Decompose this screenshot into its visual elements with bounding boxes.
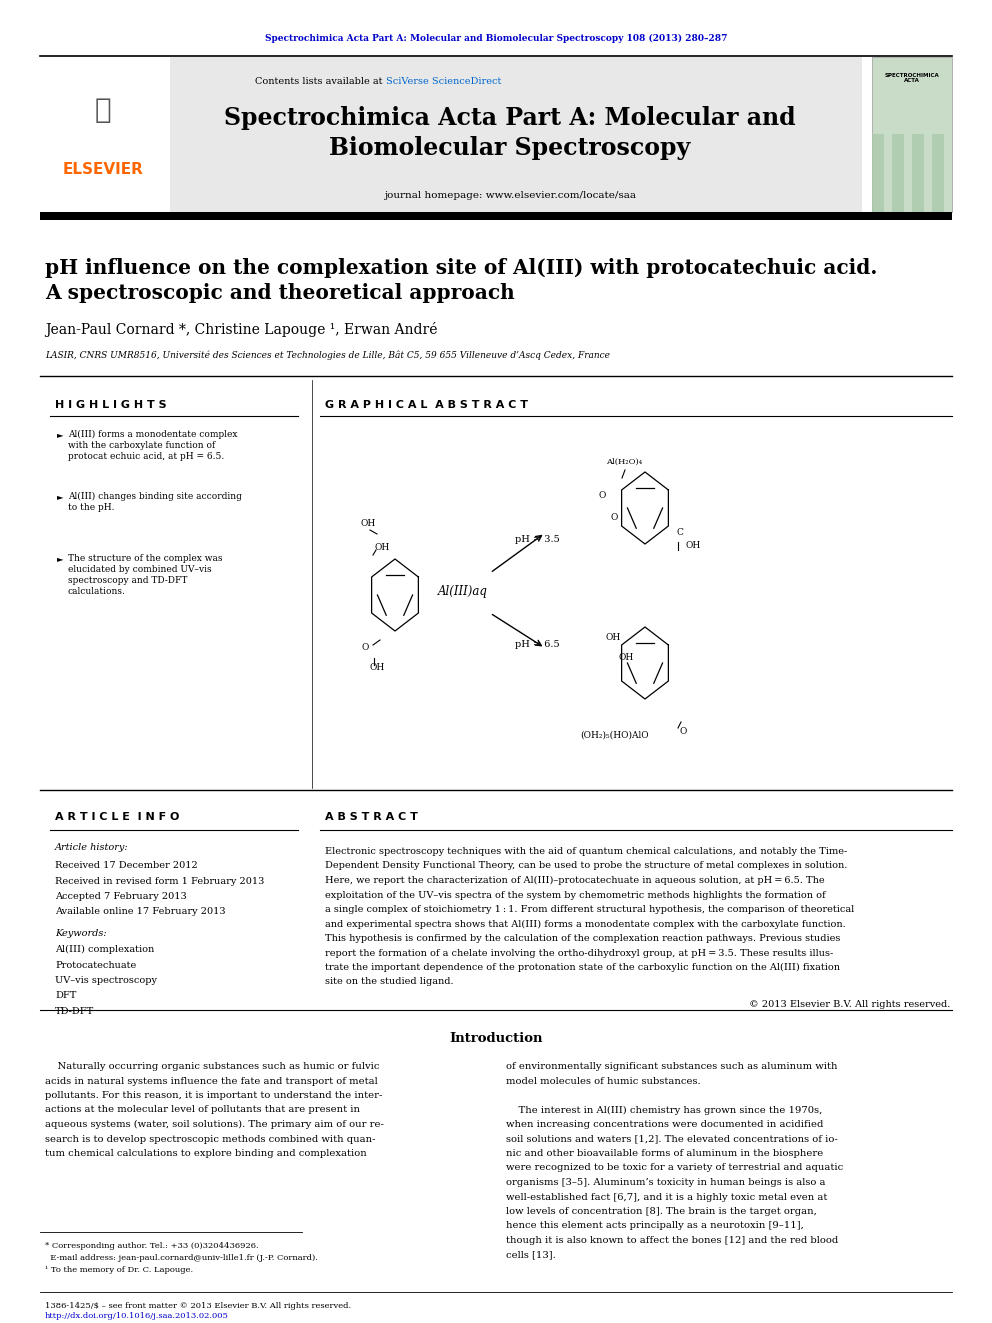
Text: cells [13].: cells [13]. [506,1250,556,1259]
Text: SPECTROCHIMICA
ACTA: SPECTROCHIMICA ACTA [885,73,939,83]
Text: pH = 6.5: pH = 6.5 [515,640,559,650]
Text: Dependent Density Functional Theory, can be used to probe the structure of metal: Dependent Density Functional Theory, can… [325,861,847,871]
Text: DFT: DFT [55,991,76,1000]
Text: pH = 3.5: pH = 3.5 [515,536,559,545]
Text: OH: OH [369,664,385,672]
Text: Al(H₂O)₄: Al(H₂O)₄ [606,458,642,466]
Text: ¹ To the memory of Dr. C. Lapouge.: ¹ To the memory of Dr. C. Lapouge. [45,1266,193,1274]
Text: Protocatechuate: Protocatechuate [55,960,136,970]
Text: ►: ► [57,554,63,564]
Text: O: O [361,643,369,652]
Text: O: O [610,513,618,523]
Text: O: O [680,728,686,737]
Text: were recognized to be toxic for a variety of terrestrial and aquatic: were recognized to be toxic for a variet… [506,1163,843,1172]
Text: organisms [3–5]. Aluminum’s toxicity in human beings is also a: organisms [3–5]. Aluminum’s toxicity in … [506,1177,825,1187]
Text: 1386-1425/$ – see front matter © 2013 Elsevier B.V. All rights reserved.: 1386-1425/$ – see front matter © 2013 El… [45,1302,351,1310]
Text: This hypothesis is confirmed by the calculation of the complexation reaction pat: This hypothesis is confirmed by the calc… [325,934,840,943]
Text: © 2013 Elsevier B.V. All rights reserved.: © 2013 Elsevier B.V. All rights reserved… [749,1000,950,1009]
Text: SciVerse ScienceDirect: SciVerse ScienceDirect [386,78,501,86]
Text: site on the studied ligand.: site on the studied ligand. [325,978,453,987]
Text: actions at the molecular level of pollutants that are present in: actions at the molecular level of pollut… [45,1106,360,1114]
Text: Introduction: Introduction [449,1032,543,1045]
Text: soil solutions and waters [1,2]. The elevated concentrations of io-: soil solutions and waters [1,2]. The ele… [506,1135,838,1143]
Text: Received 17 December 2012: Received 17 December 2012 [55,861,197,871]
Text: (OH₂)₅(HO)AlO: (OH₂)₅(HO)AlO [580,730,650,740]
Text: UV–vis spectroscopy: UV–vis spectroscopy [55,976,157,986]
Bar [40,57,170,212]
Text: Here, we report the characterization of Al(III)–protocatechuate in aqueous solut: Here, we report the characterization of … [325,876,824,885]
Bar [872,135,884,212]
Text: OH: OH [374,544,390,553]
Text: 🌲: 🌲 [94,97,111,124]
Text: OH: OH [360,519,376,528]
Text: report the formation of a chelate involving the ortho-dihydroxyl group, at pH = : report the formation of a chelate involv… [325,949,833,958]
Text: well-established fact [6,7], and it is a highly toxic metal even at: well-established fact [6,7], and it is a… [506,1192,827,1201]
Text: Received in revised form 1 February 2013: Received in revised form 1 February 2013 [55,877,265,885]
Text: H I G H L I G H T S: H I G H L I G H T S [55,400,167,410]
Text: a single complex of stoichiometry 1 : 1. From different structural hypothesis, t: a single complex of stoichiometry 1 : 1.… [325,905,854,914]
Text: pH influence on the complexation site of Al(III) with protocatechuic acid.
A spe: pH influence on the complexation site of… [45,258,877,303]
Text: Keywords:: Keywords: [55,929,106,938]
Bar [892,135,904,212]
Text: aqueous systems (water, soil solutions). The primary aim of our re-: aqueous systems (water, soil solutions).… [45,1121,384,1129]
Text: Contents lists available at: Contents lists available at [255,78,386,86]
Text: Spectrochimica Acta Part A: Molecular and
Biomolecular Spectroscopy: Spectrochimica Acta Part A: Molecular an… [224,106,796,160]
Text: The structure of the complex was
elucidated by combined UV–vis
spectroscopy and : The structure of the complex was elucida… [68,554,222,597]
Text: search is to develop spectroscopic methods combined with quan-: search is to develop spectroscopic metho… [45,1135,376,1143]
Text: Al(III) complexation: Al(III) complexation [55,945,154,954]
Text: Jean-Paul Cornard *, Christine Lapouge ¹, Erwan André: Jean-Paul Cornard *, Christine Lapouge ¹… [45,321,437,337]
Text: Al(III) changes binding site according
to the pH.: Al(III) changes binding site according t… [68,492,242,512]
Text: when increasing concentrations were documented in acidified: when increasing concentrations were docu… [506,1121,823,1129]
Text: pollutants. For this reason, it is important to understand the inter-: pollutants. For this reason, it is impor… [45,1091,382,1099]
Text: hence this element acts principally as a neurotoxin [9–11],: hence this element acts principally as a… [506,1221,804,1230]
Text: model molecules of humic substances.: model molecules of humic substances. [506,1077,700,1085]
Text: tum chemical calculations to explore binding and complexation: tum chemical calculations to explore bin… [45,1148,367,1158]
Text: of environmentally significant substances such as aluminum with: of environmentally significant substance… [506,1062,837,1072]
Text: The interest in Al(III) chemistry has grown since the 1970s,: The interest in Al(III) chemistry has gr… [506,1106,822,1114]
Text: E-mail address: jean-paul.cornard@univ-lille1.fr (J.-P. Cornard).: E-mail address: jean-paul.cornard@univ-l… [45,1254,317,1262]
Text: Electronic spectroscopy techniques with the aid of quantum chemical calculations: Electronic spectroscopy techniques with … [325,847,847,856]
Text: A B S T R A C T: A B S T R A C T [325,812,418,822]
Bar [40,212,952,220]
Bar [912,135,924,212]
Text: OH: OH [685,541,700,549]
Text: A R T I C L E  I N F O: A R T I C L E I N F O [55,812,180,822]
Text: * Corresponding author. Tel.: +33 (0)3204436926.: * Corresponding author. Tel.: +33 (0)320… [45,1242,259,1250]
Text: Accepted 7 February 2013: Accepted 7 February 2013 [55,892,186,901]
Text: O: O [598,491,606,500]
Text: trate the important dependence of the protonation state of the carboxylic functi: trate the important dependence of the pr… [325,963,840,972]
Text: OH: OH [605,634,621,643]
Bar [872,57,952,212]
Text: nic and other bioavailable forms of aluminum in the biosphere: nic and other bioavailable forms of alum… [506,1148,823,1158]
Text: Spectrochimica Acta Part A: Molecular and Biomolecular Spectroscopy 108 (2013) 2: Spectrochimica Acta Part A: Molecular an… [265,33,727,42]
Text: TD-DFT: TD-DFT [55,1007,94,1016]
Text: journal homepage: www.elsevier.com/locate/saa: journal homepage: www.elsevier.com/locat… [384,192,636,201]
Text: exploitation of the UV–vis spectra of the system by chemometric methods highligh: exploitation of the UV–vis spectra of th… [325,890,825,900]
Text: Naturally occurring organic substances such as humic or fulvic: Naturally occurring organic substances s… [45,1062,380,1072]
Text: http://dx.doi.org/10.1016/j.saa.2013.02.005: http://dx.doi.org/10.1016/j.saa.2013.02.… [45,1312,229,1320]
Text: G R A P H I C A L  A B S T R A C T: G R A P H I C A L A B S T R A C T [325,400,528,410]
Text: LASIR, CNRS UMR8516, Université des Sciences et Technologies de Lille, Bât C5, 5: LASIR, CNRS UMR8516, Université des Scie… [45,351,610,360]
Bar [932,135,944,212]
Text: Available online 17 February 2013: Available online 17 February 2013 [55,908,225,917]
Text: ►: ► [57,430,63,439]
Text: ►: ► [57,492,63,501]
Text: C: C [677,528,683,537]
Text: though it is also known to affect the bones [12] and the red blood: though it is also known to affect the bo… [506,1236,838,1245]
Bar [40,57,862,212]
Text: OH: OH [618,652,634,662]
Text: and experimental spectra shows that Al(III) forms a monodentate complex with the: and experimental spectra shows that Al(I… [325,919,846,929]
Text: acids in natural systems influence the fate and transport of metal: acids in natural systems influence the f… [45,1077,378,1085]
Text: Al(III) forms a monodentate complex
with the carboxylate function of
protocat ec: Al(III) forms a monodentate complex with… [68,430,237,462]
Text: ELSEVIER: ELSEVIER [62,163,144,177]
Text: low levels of concentration [8]. The brain is the target organ,: low levels of concentration [8]. The bra… [506,1207,816,1216]
Text: Article history:: Article history: [55,843,129,852]
Text: Al(III)aq: Al(III)aq [438,586,488,598]
